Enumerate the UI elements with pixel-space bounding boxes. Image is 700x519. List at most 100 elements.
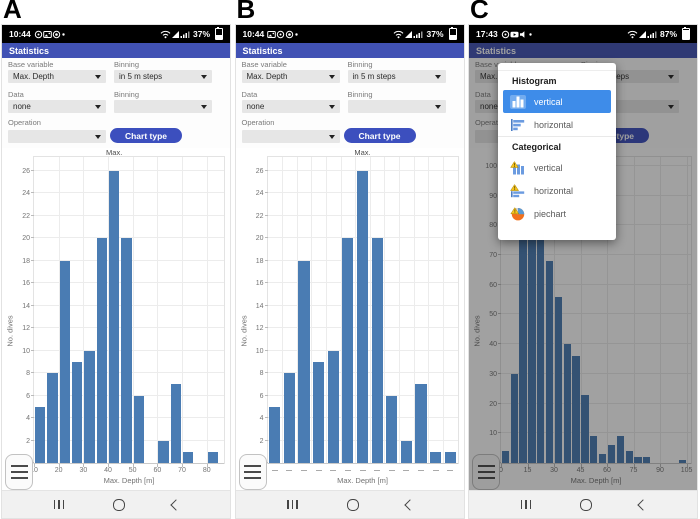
histogram-bar [371,238,383,463]
y-tick-mark [31,394,34,396]
chevron-down-icon [328,134,335,139]
y-tick-label: 12 [255,325,264,333]
y-tick-mark [498,372,501,374]
hamburger-menu-fab[interactable] [472,454,500,490]
x-tick-mark [58,464,60,467]
histogram-bar [519,189,527,463]
y-tick-label: 26 [255,167,264,175]
chart-type-button[interactable]: Chart type [343,128,416,143]
x-tick-label: 80 [202,467,211,474]
binning-select[interactable]: in 5 m steps [114,70,212,83]
home-icon[interactable] [580,498,593,511]
y-tick-mark [498,283,501,285]
operation-select[interactable] [8,130,106,143]
gridline [83,157,85,463]
mobile-data-icon [647,30,657,39]
y-tick-mark [31,327,34,329]
speaker-icon [519,30,528,39]
popup-item-histogram-horizontal[interactable]: horizontal [503,113,611,136]
histogram-bar [590,436,598,463]
y-tick-mark [264,372,268,373]
popup-item-categorical-vertical[interactable]: vertical [503,156,611,179]
y-tick-label: 8 [26,370,30,378]
x-tick-dash-label [432,470,439,471]
binning2-select[interactable] [114,100,212,113]
chart-region: No. dives Max. Depth [m] 024681012141618… [235,148,464,490]
hamburger-menu-fab[interactable] [5,454,33,490]
recents-icon[interactable] [52,500,66,509]
figure-panel-letter: B [236,0,256,24]
popup-item-label: horizontal [534,119,574,130]
gridline [132,157,134,463]
back-icon[interactable] [170,498,182,511]
y-tick-label: 2 [26,437,30,445]
signal-icon [171,30,180,39]
y-tick-label: 20 [22,235,30,242]
x-tick-mark [554,464,556,467]
popup-section-title: Categorical [498,136,616,156]
gridline [399,157,401,463]
whatsapp-icon [501,30,510,39]
y-tick-mark [31,372,34,373]
chevron-down-icon [201,104,207,109]
y-tick-mark [264,349,268,351]
recents-icon[interactable] [285,500,299,509]
figure-panel-letter: A [3,0,22,24]
base-variable-select[interactable]: Max. Depth [241,70,340,83]
status-bar: 17:43 87% [469,25,697,43]
histogram-bar [283,373,295,463]
gridline [501,372,691,374]
home-icon[interactable] [346,498,359,511]
chart-region: No. dives Max. Depth [m] 024681012141618… [2,148,230,490]
home-icon[interactable] [113,498,126,511]
binning2-select[interactable] [347,100,446,113]
status-bar: 10:44 37% [235,25,464,43]
base-variable-select[interactable]: Max. Depth [8,70,106,83]
popup-item-label: horizontal [534,185,574,196]
android-navbar [2,490,230,518]
y-tick-label: 16 [255,280,264,288]
popup-item-label: piechart [534,208,567,219]
binning-select[interactable]: in 5 m steps [347,70,446,83]
y-tick-mark [264,417,268,418]
chart-type-button[interactable]: Chart type [110,128,182,143]
x-axis-title: Max. Depth [m] [103,476,155,485]
x-tick-label: 90 [656,467,664,474]
x-tick-dash-label [286,470,293,471]
y-tick-label: 24 [22,190,30,198]
gridline [325,157,327,463]
popup-item-categorical-piechart[interactable]: piechart [503,202,611,225]
histogram-bar [84,350,95,463]
histogram-bar [109,170,120,463]
back-icon[interactable] [637,498,649,511]
gridline [501,402,691,404]
gridline [369,157,371,463]
recents-icon[interactable] [519,500,533,509]
phone-screenshot: 10:44 37% Statistics Base variable Binni… [1,24,231,519]
app-header: Statistics [469,43,697,58]
back-icon[interactable] [403,498,416,511]
data-select[interactable]: none [241,100,340,113]
histogram-bar [207,451,218,463]
hamburger-menu-fab[interactable] [238,454,267,490]
popup-item-categorical-horizontal[interactable]: horizontal [503,179,611,202]
statistics-form: Base variable Binning Max. Depth in 5 m … [235,58,464,148]
y-tick-mark [264,282,268,283]
histogram-bar [537,171,545,463]
y-tick-mark [31,304,34,306]
popup-item-histogram-vertical[interactable]: vertical [503,90,611,113]
data-select[interactable]: none [8,100,106,113]
plot-area: No. dives Max. Depth [m] 010203040506070… [473,156,692,485]
y-tick-mark [264,259,268,261]
youtube-icon [510,30,519,39]
y-tick-label: 26 [22,167,30,175]
operation-select[interactable] [241,130,340,143]
mobile-data-icon [180,30,190,39]
histogram-bar [415,384,427,463]
y-tick-mark [264,304,268,306]
histogram-bar [183,451,194,463]
x-tick-label: 50 [128,467,137,474]
y-tick-label: 22 [255,212,264,220]
gridline [501,254,691,256]
operation-label: Operation [241,118,275,127]
